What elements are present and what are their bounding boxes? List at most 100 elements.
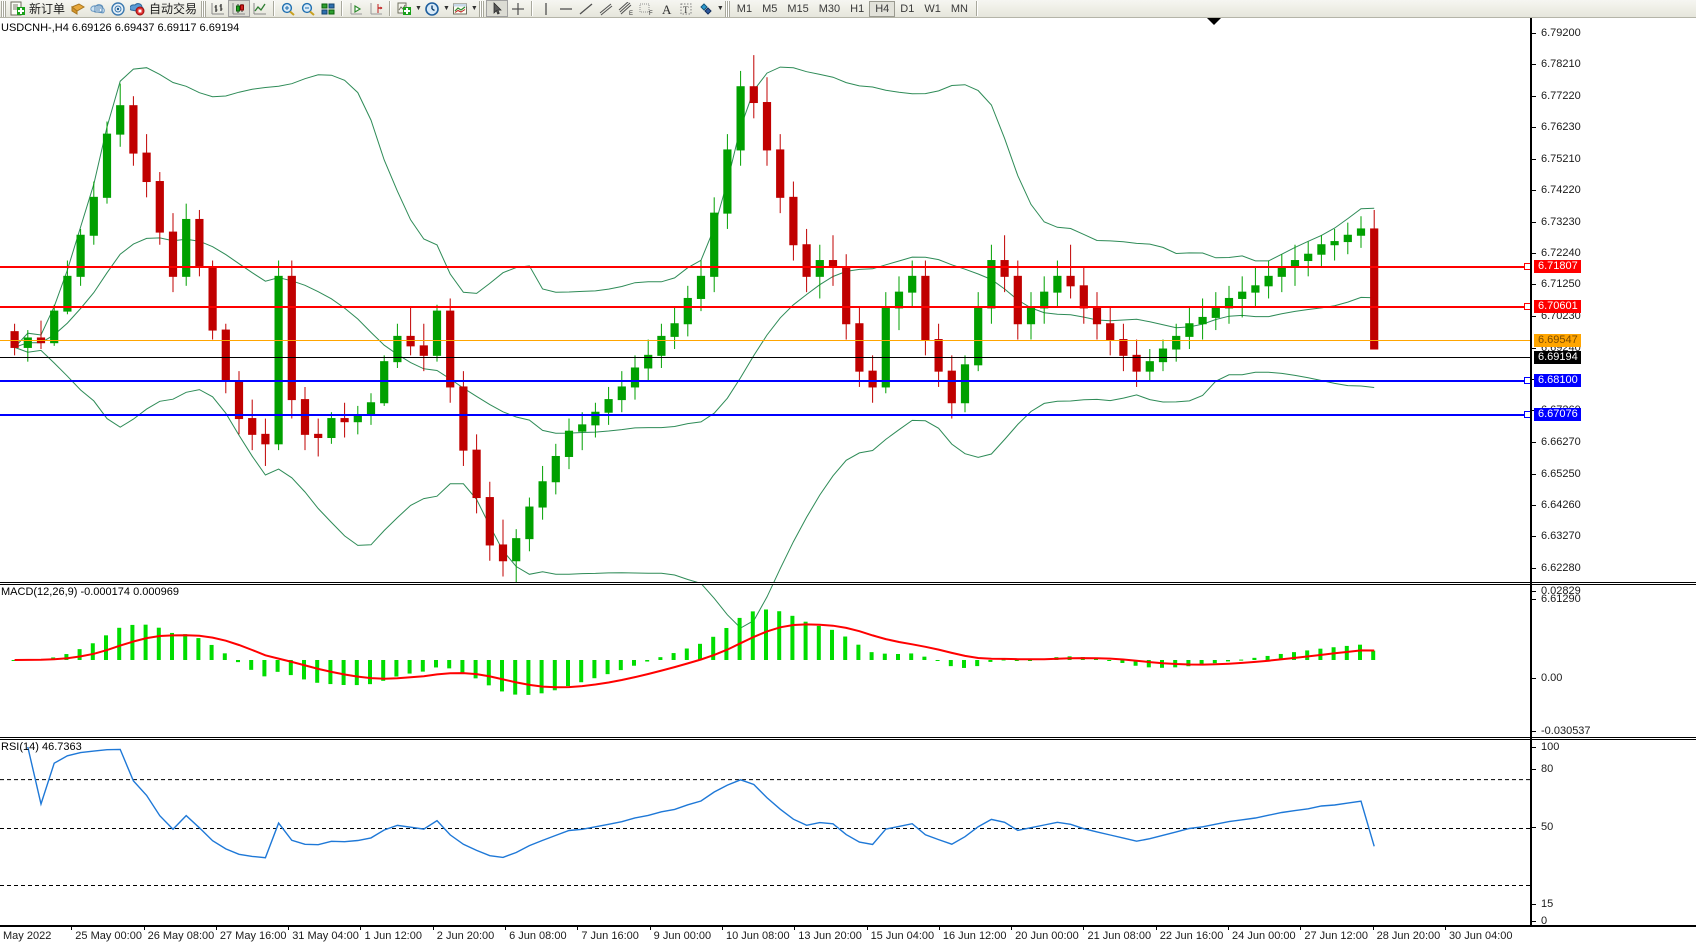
price-axis-label: 6.78210: [1541, 58, 1581, 71]
properties-icon[interactable]: [68, 0, 88, 17]
templates-icon[interactable]: [450, 0, 470, 17]
price-pane[interactable]: USDCNH-,H4 6.69126 6.69437 6.69117 6.691…: [0, 18, 1531, 925]
price-axis-tick: [1532, 316, 1536, 318]
price-flag-resistance-lower[interactable]: 6.70601: [1534, 300, 1581, 313]
templates-chevron-down-icon[interactable]: ▼: [470, 5, 478, 12]
text-icon[interactable]: A: [656, 0, 676, 17]
vertical-line-icon[interactable]: [536, 0, 556, 17]
objects-chevron-down-icon[interactable]: ▼: [716, 5, 724, 12]
rsi-axis-label: 50: [1541, 821, 1554, 833]
objects-icon[interactable]: [696, 0, 716, 17]
time-axis-label: 2 Jun 20:00: [436, 930, 495, 942]
timeframe-m5[interactable]: M5: [762, 2, 778, 15]
toolbar-grip-2[interactable]: [201, 0, 207, 17]
new-order-icon[interactable]: [8, 0, 28, 17]
time-axis-label: 13 Jun 20:00: [798, 930, 862, 942]
toolbar-separator-1: [273, 1, 276, 16]
candlestick-chart-icon[interactable]: [228, 0, 251, 17]
timeframe-mn[interactable]: MN: [950, 2, 968, 15]
time-axis-label: 30 Jun 04:00: [1448, 930, 1513, 942]
cursor-icon[interactable]: [485, 0, 508, 17]
rsi-axis-label-tick: [1532, 904, 1536, 905]
level-line-6.68100[interactable]: [0, 377, 1531, 384]
equidistant-channel-icon[interactable]: [596, 0, 616, 17]
timeframe-h4[interactable]: H4: [869, 0, 896, 17]
level-line-6.67076[interactable]: [0, 411, 1531, 418]
price-axis-tick: [1532, 567, 1536, 569]
macd-axis-label: 0.02829: [1541, 585, 1581, 597]
time-axis-label: 16 Jun 12:00: [942, 930, 1007, 942]
time-axis-label: 26 May 08:00: [147, 930, 215, 942]
price-axis-label: 6.74220: [1541, 184, 1581, 197]
time-axis-label: 20 Jun 00:00: [1015, 930, 1079, 942]
timeframe-m15[interactable]: M15: [787, 2, 809, 15]
price-axis-label: 6.79200: [1541, 27, 1581, 39]
fibonacci-fan-icon[interactable]: F: [636, 0, 656, 17]
text-label-icon[interactable]: T: [676, 0, 696, 17]
time-axis-label: May 2022: [3, 930, 52, 942]
crosshair-icon[interactable]: [508, 0, 528, 17]
toolbar-separator-5: [975, 1, 978, 16]
new-order-label[interactable]: 新订单: [29, 2, 66, 16]
price-flag-support-upper[interactable]: 6.68100: [1534, 374, 1581, 387]
price-axis-tick: [1532, 126, 1536, 128]
autotrading-label[interactable]: 自动交易: [149, 2, 198, 16]
time-axis-label: 28 Jun 20:00: [1376, 930, 1441, 942]
price-axis-tick: [1532, 284, 1536, 286]
timeframe-w1[interactable]: W1: [924, 2, 941, 15]
time-axis-label: 7 Jun 16:00: [581, 930, 639, 942]
timeframe-m1[interactable]: M1: [736, 2, 753, 15]
level-line-6.71807[interactable]: [0, 263, 1531, 270]
rsi-axis-label-tick: [1532, 769, 1536, 770]
timeframe-d1[interactable]: D1: [900, 2, 915, 15]
time-axis[interactable]: May 2022 25 May 00:00 26 May 08:00 27 May 1…: [0, 925, 1696, 943]
navigator-icon[interactable]: [108, 0, 128, 17]
svg-text:A: A: [662, 2, 672, 16]
svg-text:F: F: [649, 11, 653, 16]
price-axis-tick: [1532, 473, 1536, 475]
toolbar-grip[interactable]: [1, 0, 6, 17]
autotrading-icon[interactable]: [128, 0, 148, 17]
zoom-in-icon[interactable]: [278, 0, 298, 17]
price-axis-label: 6.61290: [1541, 593, 1581, 605]
zoom-out-icon[interactable]: [298, 0, 318, 17]
chart-shift-icon[interactable]: [366, 0, 386, 17]
fibonacci-icon[interactable]: E: [616, 0, 636, 17]
chart-window[interactable]: USDCNH-,H4 6.69126 6.69437 6.69117 6.691…: [0, 18, 1696, 943]
horizontal-line-icon[interactable]: [556, 0, 576, 17]
price-axis-label: 6.62280: [1541, 561, 1581, 574]
toolbar-separator-2: [341, 1, 344, 16]
level-line-6.69547[interactable]: [0, 340, 1530, 341]
price-axis[interactable]: 6.79200 6.78210 6.77220 6.76230 6.75210 6.742…: [1530, 18, 1696, 927]
price-axis-label: 6.65250: [1541, 467, 1581, 480]
indicators-icon[interactable]: [394, 0, 414, 17]
bar-chart-icon[interactable]: [208, 0, 228, 17]
time-axis-tick: [794, 927, 796, 930]
macd-chart-canvas: [11, 609, 1376, 695]
period-icon[interactable]: [422, 0, 442, 17]
indicators-chevron-down-icon[interactable]: ▼: [415, 5, 422, 12]
macd-pane-divider[interactable]: [0, 582, 1530, 585]
period-chevron-down-icon[interactable]: ▼: [442, 5, 450, 12]
trendline-icon[interactable]: [576, 0, 596, 17]
macd-pane-label: MACD(12,26,9) -0.000174 0.000969: [1, 586, 179, 598]
data-window-icon[interactable]: [88, 0, 108, 17]
level-line-6.70601[interactable]: [0, 303, 1531, 310]
tile-windows-icon[interactable]: [318, 0, 338, 17]
rsi-axis-label-tick: [1532, 921, 1536, 922]
rsi-pane-divider[interactable]: [0, 737, 1530, 740]
toolbar-grip-3[interactable]: [478, 0, 484, 17]
chart-scroll-marker-icon[interactable]: [1207, 18, 1221, 25]
price-flag-pivot[interactable]: 6.69547: [1534, 334, 1581, 347]
line-chart-icon[interactable]: [250, 0, 270, 17]
timeframe-m30[interactable]: M30: [818, 2, 841, 15]
auto-scroll-icon[interactable]: [346, 0, 366, 17]
macd-axis-label-tick: [1532, 731, 1536, 732]
timeframe-h1[interactable]: H1: [850, 2, 865, 15]
price-axis-label: 6.63270: [1541, 530, 1581, 543]
price-flag-resistance-upper[interactable]: 6.71807: [1534, 260, 1581, 273]
chart-symbol-header: USDCNH-,H4 6.69126 6.69437 6.69117 6.691…: [1, 22, 240, 34]
toolbar-grip-4[interactable]: [724, 0, 730, 17]
time-axis-label: 27 May 16:00: [219, 930, 287, 942]
price-flag-support-lower[interactable]: 6.67076: [1534, 408, 1581, 421]
